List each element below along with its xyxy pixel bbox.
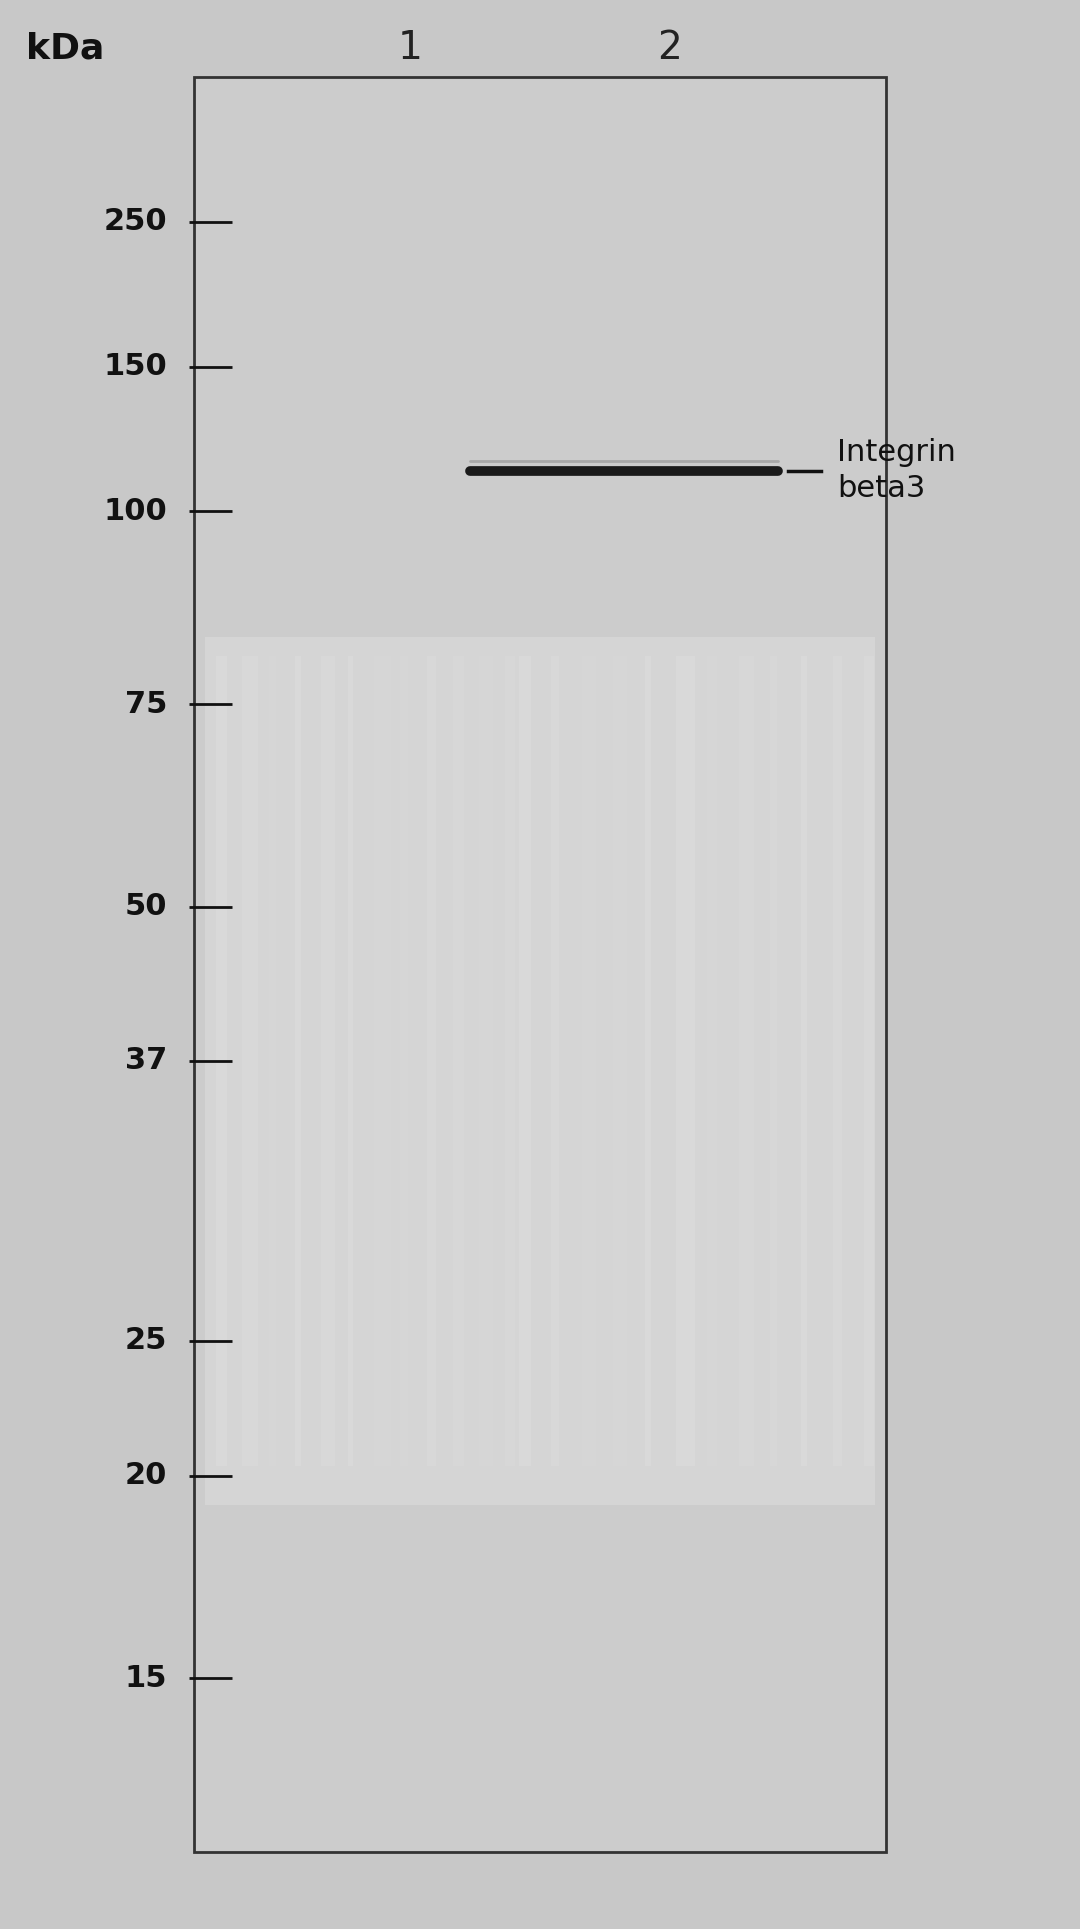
FancyBboxPatch shape: [864, 656, 874, 1466]
Text: 75: 75: [125, 689, 167, 720]
FancyBboxPatch shape: [321, 656, 335, 1466]
FancyBboxPatch shape: [453, 656, 464, 1466]
Text: 1: 1: [397, 29, 423, 68]
Text: 250: 250: [104, 206, 167, 237]
FancyBboxPatch shape: [505, 656, 515, 1466]
FancyBboxPatch shape: [480, 656, 494, 1466]
Text: 150: 150: [104, 351, 167, 382]
Text: 50: 50: [125, 891, 167, 922]
FancyBboxPatch shape: [401, 656, 408, 1466]
FancyBboxPatch shape: [205, 637, 875, 1505]
FancyBboxPatch shape: [374, 656, 391, 1466]
FancyBboxPatch shape: [676, 656, 694, 1466]
FancyBboxPatch shape: [833, 656, 841, 1466]
FancyBboxPatch shape: [269, 656, 276, 1466]
Text: 20: 20: [125, 1460, 167, 1491]
Text: kDa: kDa: [26, 31, 104, 66]
Text: Integrin
beta3: Integrin beta3: [837, 438, 956, 503]
FancyBboxPatch shape: [216, 656, 227, 1466]
Text: 15: 15: [125, 1663, 167, 1694]
FancyBboxPatch shape: [770, 656, 778, 1466]
FancyBboxPatch shape: [242, 656, 258, 1466]
FancyBboxPatch shape: [295, 656, 301, 1466]
Text: 25: 25: [125, 1325, 167, 1356]
Text: 2: 2: [658, 29, 681, 68]
FancyBboxPatch shape: [645, 656, 651, 1466]
FancyBboxPatch shape: [348, 656, 353, 1466]
Text: 37: 37: [125, 1046, 167, 1076]
Text: 100: 100: [104, 496, 167, 527]
FancyBboxPatch shape: [194, 77, 886, 1852]
FancyBboxPatch shape: [613, 656, 627, 1466]
FancyBboxPatch shape: [551, 656, 558, 1466]
FancyBboxPatch shape: [519, 656, 531, 1466]
FancyBboxPatch shape: [739, 656, 754, 1466]
FancyBboxPatch shape: [427, 656, 436, 1466]
FancyBboxPatch shape: [801, 656, 807, 1466]
